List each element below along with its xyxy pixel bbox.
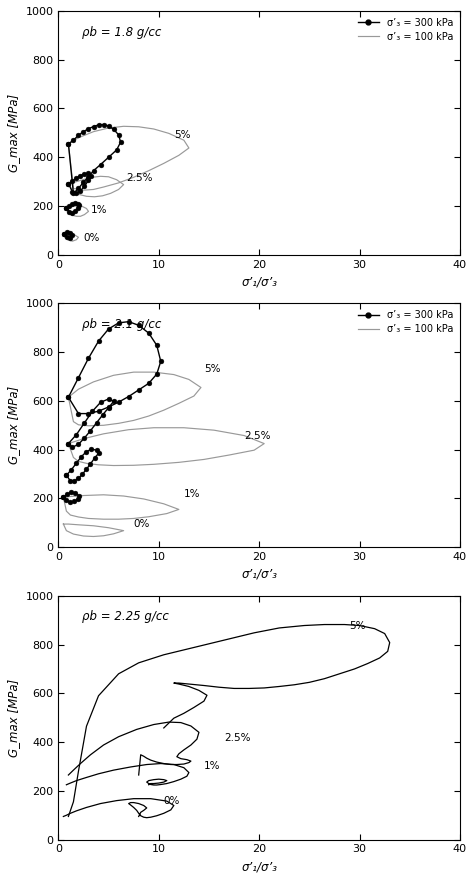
Text: 0%: 0%	[164, 796, 180, 806]
Legend: σ’₃ = 300 kPa, σ’₃ = 100 kPa: σ’₃ = 300 kPa, σ’₃ = 100 kPa	[354, 14, 457, 46]
Text: ρb = 1.8 g/cc: ρb = 1.8 g/cc	[82, 26, 162, 39]
X-axis label: σ’₁/σ’₃: σ’₁/σ’₃	[241, 275, 277, 289]
X-axis label: σ’₁/σ’₃: σ’₁/σ’₃	[241, 860, 277, 873]
Text: ρb = 2.1 g/cc: ρb = 2.1 g/cc	[82, 318, 162, 331]
Text: 5%: 5%	[349, 620, 366, 630]
Text: 2.5%: 2.5%	[127, 173, 153, 183]
Text: 0%: 0%	[134, 519, 150, 529]
Text: 1%: 1%	[91, 205, 107, 215]
Text: 2.5%: 2.5%	[224, 733, 251, 743]
Y-axis label: G_max [MPa]: G_max [MPa]	[7, 678, 20, 757]
Text: 5%: 5%	[174, 130, 191, 140]
Text: ρb = 2.25 g/cc: ρb = 2.25 g/cc	[82, 611, 169, 623]
Text: 2.5%: 2.5%	[244, 431, 271, 441]
Text: 1%: 1%	[204, 761, 220, 771]
Y-axis label: G_max [MPa]: G_max [MPa]	[7, 386, 20, 465]
X-axis label: σ’₁/σ’₃: σ’₁/σ’₃	[241, 568, 277, 581]
Text: 5%: 5%	[204, 364, 220, 374]
Text: 0%: 0%	[83, 233, 100, 243]
Y-axis label: G_max [MPa]: G_max [MPa]	[7, 94, 20, 172]
Legend: σ’₃ = 300 kPa, σ’₃ = 100 kPa: σ’₃ = 300 kPa, σ’₃ = 100 kPa	[354, 306, 457, 338]
Text: 1%: 1%	[184, 488, 201, 499]
